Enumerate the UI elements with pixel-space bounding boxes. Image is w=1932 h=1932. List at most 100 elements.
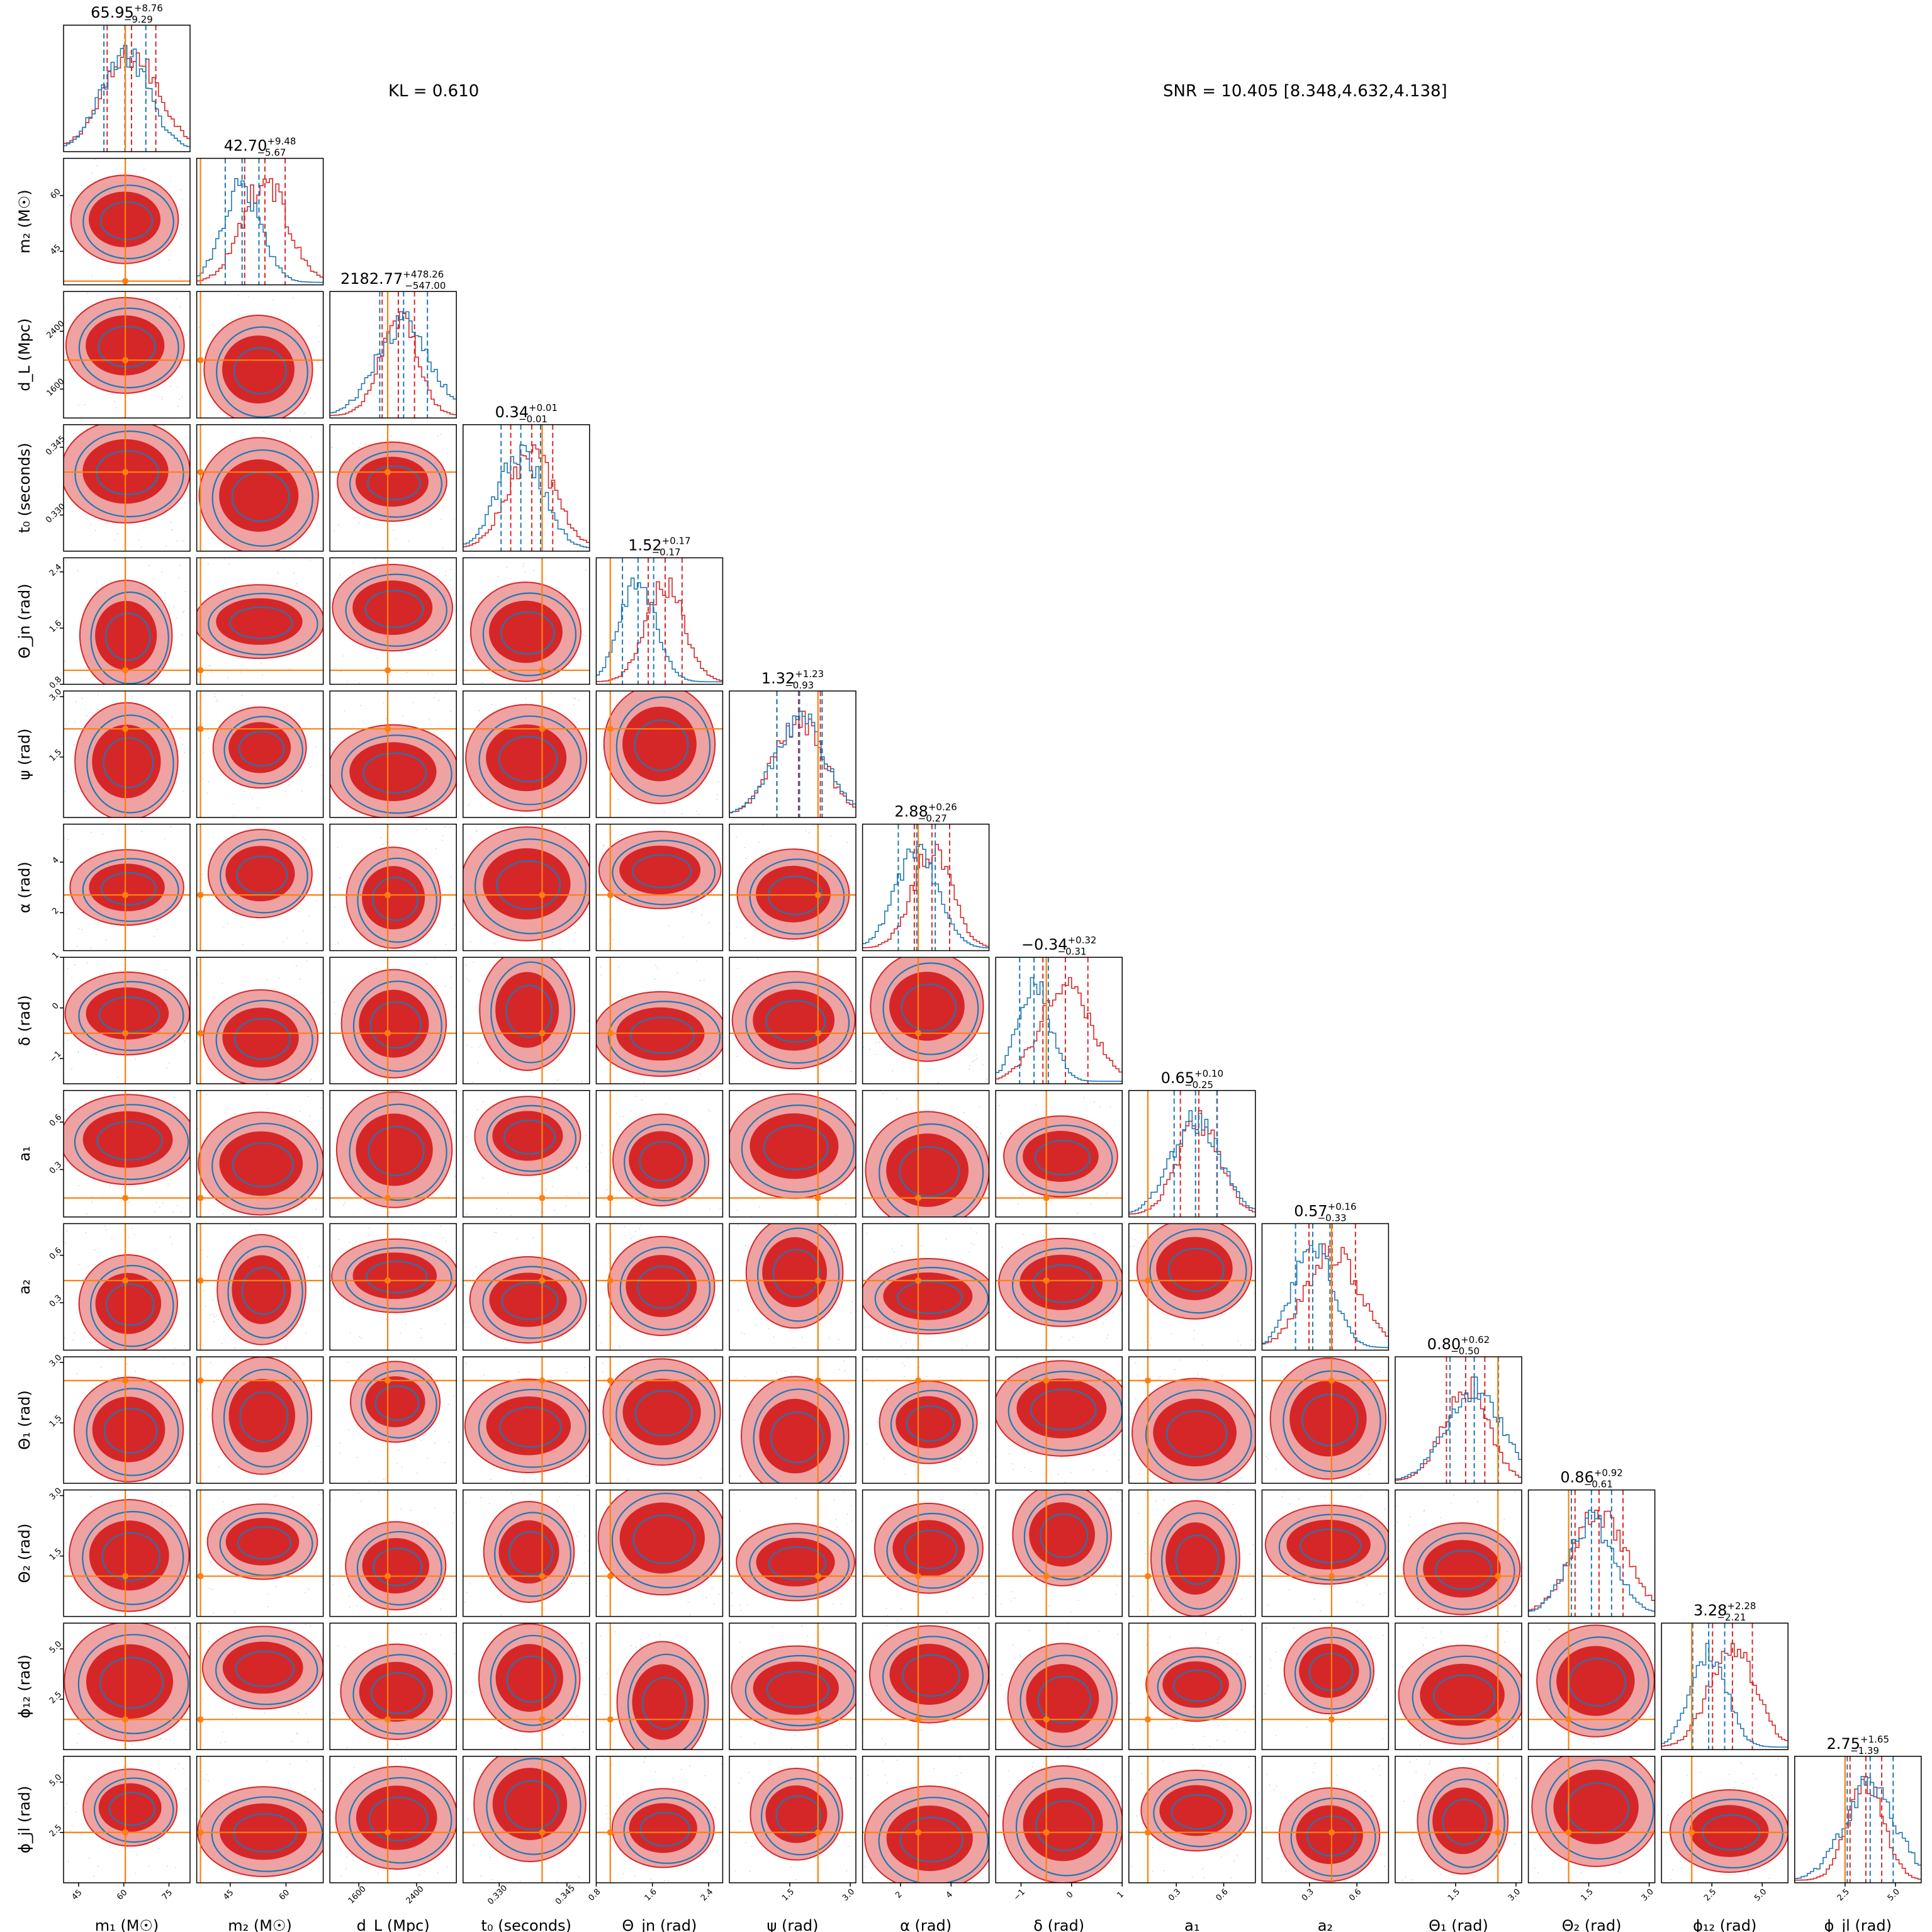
sample-point (1379, 1459, 1381, 1461)
sample-point (306, 942, 308, 944)
x-axis-label-8: a₁ (1184, 1917, 1199, 1932)
sample-point (1077, 1213, 1079, 1215)
contour-blue-outer (82, 184, 174, 260)
contour-red-inner (228, 722, 291, 773)
panel-frame (862, 1223, 990, 1351)
panel-frame (196, 1223, 324, 1351)
sample-point (333, 741, 335, 743)
truth-point (1144, 1716, 1151, 1723)
sample-point (438, 699, 440, 701)
sample-point (838, 1369, 840, 1371)
title-value-0: 65.95 (91, 4, 134, 21)
sample-point (135, 1059, 137, 1060)
truth-point (814, 1573, 821, 1580)
sample-point (731, 1605, 733, 1607)
sample-point (95, 1054, 97, 1056)
sample-point (762, 824, 764, 826)
panel-frame (595, 1622, 724, 1750)
sample-point (1534, 1867, 1536, 1868)
sample-point (983, 1526, 985, 1528)
sample-point (305, 1592, 306, 1593)
sample-point (868, 1688, 870, 1690)
sample-point (963, 1112, 965, 1114)
sample-point (450, 876, 452, 878)
histogram-red-1 (196, 177, 323, 282)
contour-blue-inner (1442, 1799, 1487, 1846)
sample-point (1383, 1591, 1385, 1593)
panel-frame (329, 1223, 457, 1351)
sample-point (223, 927, 225, 929)
panel-9-8 (1128, 1223, 1256, 1351)
sample-point (709, 1208, 711, 1210)
sample-point (668, 925, 670, 927)
contour-blue-outer (1427, 1778, 1505, 1868)
sample-point (1106, 1193, 1108, 1194)
y-axis-label-3: t₀ (seconds) (16, 443, 33, 533)
contour-blue-outer (216, 326, 308, 418)
sample-point (91, 275, 93, 277)
sample-point (1140, 1669, 1142, 1671)
sample-point (306, 1760, 308, 1762)
sample-point (358, 522, 360, 524)
sample-point (1537, 1872, 1539, 1873)
panel-7-7: −0.34+0.32 −0.31 (995, 935, 1123, 1084)
contour-blue-outer (82, 858, 179, 923)
sample-point (483, 1101, 485, 1103)
panel-frame (463, 1356, 590, 1484)
sample-point (1503, 1519, 1505, 1520)
sample-point (169, 1739, 171, 1741)
sample-point (203, 1290, 205, 1292)
sample-point (340, 1000, 342, 1002)
sample-point (73, 744, 75, 746)
sample-point (1014, 1597, 1016, 1599)
panel-11-10 (1395, 1489, 1522, 1617)
sample-point (1759, 1867, 1761, 1869)
sample-point (1254, 1292, 1255, 1294)
sample-point (1266, 1773, 1267, 1775)
panel-10-8 (1128, 1356, 1256, 1484)
panel-frame (862, 823, 990, 952)
sample-point (1203, 1735, 1205, 1737)
contour-red-inner (1165, 1522, 1225, 1595)
truth-point (122, 726, 129, 733)
y-axis-label-8: a₁ (16, 1146, 33, 1161)
sample-point (206, 792, 208, 794)
sample-point (203, 751, 205, 753)
contour-blue-inner (906, 1405, 955, 1442)
x-tick-label: 0.6 (1214, 1887, 1230, 1903)
sample-point (736, 926, 738, 928)
contour-blue-inner (902, 1654, 961, 1697)
sample-point (447, 1665, 449, 1666)
sample-point (346, 1856, 348, 1858)
panel-11-1 (196, 1489, 324, 1617)
sample-point (863, 1758, 865, 1760)
sample-point (434, 1430, 436, 1432)
sample-point (1415, 1772, 1417, 1773)
contour-blue-outer (1153, 1778, 1247, 1848)
panel-5-5: 1.32+1.23 −0.93 (729, 668, 856, 818)
sample-point (1216, 1639, 1218, 1641)
sample-point (1240, 1598, 1242, 1600)
sample-point (481, 1334, 483, 1335)
sample-point (1137, 1375, 1139, 1377)
sample-point (244, 790, 245, 792)
contour-blue-outer (478, 1388, 587, 1468)
sample-point (303, 930, 305, 932)
sample-point (432, 1198, 434, 1200)
sample-point (1145, 1553, 1147, 1554)
sample-point (1267, 1685, 1269, 1687)
sample-point (757, 1099, 759, 1101)
sample-point (1049, 1228, 1051, 1230)
y-tick-label: 4 (50, 855, 60, 865)
sample-point (176, 298, 177, 300)
sample-point (1070, 1611, 1072, 1613)
sample-point (86, 715, 88, 717)
panel-frame (995, 957, 1123, 1084)
sample-point (578, 841, 580, 843)
sample-point (331, 447, 333, 449)
sample-point (338, 1239, 340, 1241)
sample-point (1358, 1364, 1360, 1366)
contour-blue-inner (637, 1266, 690, 1309)
contour-blue-outer (211, 449, 313, 547)
